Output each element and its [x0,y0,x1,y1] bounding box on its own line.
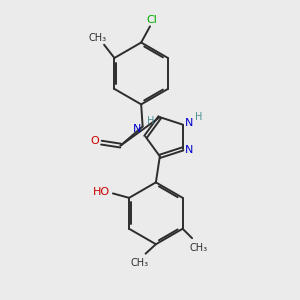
Text: CH₃: CH₃ [130,258,148,268]
Text: Cl: Cl [146,15,157,25]
Text: H: H [195,112,203,122]
Text: N: N [185,145,194,155]
Text: N: N [133,124,142,134]
Text: H: H [147,116,155,126]
Text: N: N [185,118,194,128]
Text: CH₃: CH₃ [190,243,208,253]
Text: CH₃: CH₃ [88,33,107,43]
Text: O: O [91,136,99,146]
Text: HO: HO [93,187,110,197]
